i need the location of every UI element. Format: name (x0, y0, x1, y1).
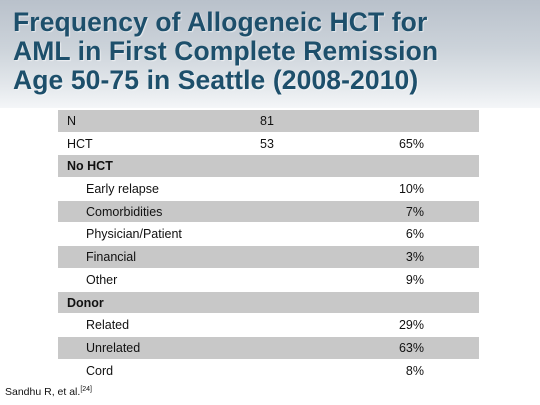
row-label: Physician/Patient (86, 227, 182, 242)
table-row: Unrelated 63% (58, 336, 479, 360)
row-label: N (67, 114, 77, 128)
table-row: Other 9% (58, 268, 479, 292)
title-band: Frequency of Allogeneic HCT for AML in F… (0, 0, 540, 108)
slide-title-line-1: Frequency of Allogeneic HCT for (13, 7, 428, 37)
row-label: Cord (86, 363, 114, 378)
table-row: No HCT (58, 155, 479, 179)
row-label: Other (86, 272, 118, 287)
percent-cell: 10% (398, 182, 424, 197)
row-label: Early relapse (86, 182, 159, 197)
citation: Sandhu R, et al.[24] (5, 386, 92, 398)
row-label: Unrelated (86, 340, 141, 355)
table-row: Related 29% (58, 314, 479, 337)
percent-cell: 3% (405, 250, 424, 265)
row-label: Related (86, 318, 130, 333)
percent-cell: 6% (405, 227, 424, 242)
table-row: Financial 3% (58, 246, 479, 269)
percent-cell: 9% (405, 272, 424, 287)
count-cell: 81 (260, 114, 274, 128)
section-label: No HCT (67, 159, 113, 174)
slide-title: Frequency of Allogeneic HCT for AML in F… (13, 8, 533, 95)
data-table: N 81 HCT 53 65% No HCT Early relapse 10% Comorbi… (58, 110, 479, 383)
count-cell: 53 (260, 136, 274, 151)
row-label: Financial (86, 250, 137, 265)
citation-ref: [24] (80, 386, 92, 393)
table-row: N 81 (58, 110, 479, 133)
table-row: Early relapse 10% (58, 178, 479, 201)
section-label: Donor (67, 295, 104, 310)
percent-cell: 65% (398, 136, 424, 151)
percent-cell: 7% (405, 204, 424, 219)
citation-text: Sandhu R, et al. (5, 386, 81, 398)
table-row: HCT 53 65% (58, 132, 479, 156)
percent-cell: 29% (398, 318, 424, 333)
table-row: Comorbidities 7% (58, 200, 479, 224)
slide-title-line-2: AML in First Complete Remission (13, 36, 439, 66)
percent-cell: 63% (398, 340, 424, 355)
slide-title-line-3: Age 50-75 in Seattle (2008-2010) (13, 65, 419, 95)
table-row: Cord 8% (58, 359, 479, 383)
table-row: Physician/Patient 6% (58, 223, 479, 247)
row-label: Comorbidities (86, 204, 163, 219)
row-label: HCT (67, 136, 93, 151)
percent-cell: 8% (405, 363, 424, 378)
table-row: Donor (58, 291, 479, 315)
